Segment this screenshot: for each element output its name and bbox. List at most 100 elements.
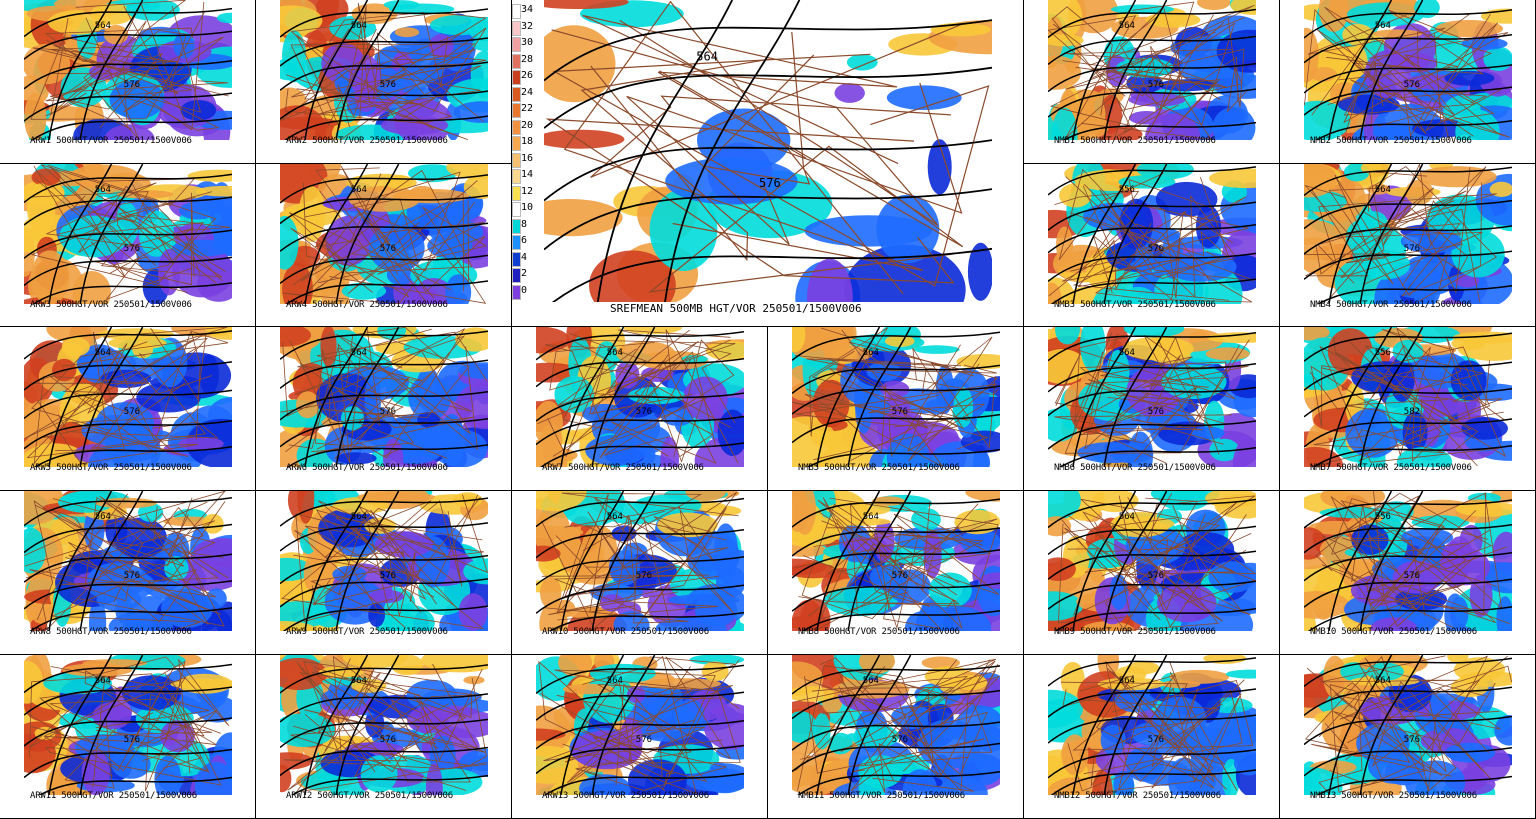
member-panel[interactable]: 564 576 ARW8 500HGT/VOR 250501/1500V006 — [0, 491, 256, 655]
vorticity-shade — [713, 523, 738, 575]
member-panel-caption: NMB5 500HGT/VOR 250501/1500V006 — [798, 463, 960, 473]
vorticity-shade — [187, 169, 232, 182]
vorticity-shade — [544, 199, 623, 237]
member-panel[interactable]: 564 576 ARW1 500HGT/VOR 250501/1500V006 — [0, 0, 256, 164]
vorticity-shade — [111, 750, 151, 779]
vorticity-shade — [1366, 662, 1404, 681]
vorticity-shade — [1309, 67, 1338, 82]
member-panel[interactable]: 564 576 ARW9 500HGT/VOR 250501/1500V006 — [256, 491, 512, 655]
vorticity-shade — [1445, 742, 1496, 763]
vorticity-shade — [927, 139, 952, 195]
vorticity-shade — [1205, 347, 1250, 361]
contour-label: 576 — [892, 735, 908, 745]
height-contours — [1304, 327, 1512, 467]
member-map: 564 576 — [1048, 491, 1256, 631]
contour-label: 556 — [1375, 348, 1391, 358]
vorticity-shade — [834, 83, 865, 103]
vorticity-shade — [1197, 0, 1231, 10]
vorticity-shade — [1122, 336, 1194, 361]
vorticity-shade — [1175, 532, 1235, 567]
vorticity-shade — [388, 3, 455, 15]
vorticity-shade — [792, 711, 818, 743]
member-map: 564 576 — [280, 491, 488, 631]
member-panel[interactable]: 564 576 NMB13 500HGT/VOR 250501/1500V006 — [1280, 655, 1536, 819]
member-panel[interactable]: 564 576 ARW5 500HGT/VOR 250501/1500V006 — [0, 327, 256, 491]
legend-label: 26 — [521, 70, 534, 81]
member-panel[interactable]: 564 576 ARW10 500HGT/VOR 250501/1500V006 — [512, 491, 768, 655]
vorticity-shade — [1165, 251, 1237, 282]
legend-label: 34 — [521, 4, 534, 15]
vorticity-shade — [463, 175, 488, 199]
member-panel[interactable]: 564 576 NMB1 500HGT/VOR 250501/1500V006 — [1024, 0, 1280, 164]
member-panel[interactable]: 564 576 ARW7 500HGT/VOR 250501/1500V006 — [512, 327, 768, 491]
main-mean-panel[interactable]: 34 32 30 28 26 24 22 20 18 16 14 12 10 8 6 4 2 0 564 576 S… — [512, 0, 1024, 327]
height-contours — [1304, 164, 1512, 304]
vorticity-shade — [216, 12, 232, 24]
member-panel-caption: ARW12 500HGT/VOR 250501/1500V006 — [286, 791, 453, 801]
vorticity-shade — [1457, 336, 1512, 361]
vorticity-shade — [1209, 438, 1240, 462]
member-panel[interactable]: 564 576 ARW12 500HGT/VOR 250501/1500V006 — [256, 655, 512, 819]
contour-label: 576 — [1148, 407, 1164, 417]
member-panel[interactable]: 564 576 NMB12 500HGT/VOR 250501/1500V006 — [1024, 655, 1280, 819]
contour-label: 564 — [1119, 512, 1135, 522]
legend-swatch — [512, 268, 521, 283]
vorticity-shade — [408, 164, 458, 183]
vorticity-shade — [109, 79, 165, 120]
member-panel[interactable]: 564 576 NMB5 500HGT/VOR 250501/1500V006 — [768, 327, 1024, 491]
vorticity-shade — [179, 201, 217, 220]
vorticity-shade — [320, 327, 337, 367]
legend-label: 32 — [521, 20, 534, 32]
vorticity-shade — [914, 345, 960, 354]
vorticity-shade — [812, 379, 850, 428]
member-panel[interactable]: 564 576 ARW4 500HGT/VOR 250501/1500V006 — [256, 164, 512, 327]
vorticity-shade — [1304, 327, 1330, 341]
vorticity-shade — [380, 115, 449, 136]
member-panel[interactable]: 556 576 NMB3 500HGT/VOR 250501/1500V006 — [1024, 164, 1280, 327]
member-panel[interactable]: 556 576 NMB10 500HGT/VOR 250501/1500V006 — [1280, 491, 1536, 655]
vorticity-shade — [458, 593, 488, 631]
member-panel[interactable]: 564 576 NMB9 500HGT/VOR 250501/1500V006 — [1024, 491, 1280, 655]
vorticity-shade — [1455, 274, 1480, 288]
member-map: 564 576 — [1048, 655, 1256, 795]
contour-label: 564 — [95, 21, 111, 31]
contour-label: 564 — [95, 185, 111, 195]
contour-label: 576 — [380, 571, 396, 581]
member-panel[interactable]: 564 576 NMB2 500HGT/VOR 250501/1500V006 — [1280, 0, 1536, 164]
vorticity-shade — [463, 676, 485, 685]
member-panel[interactable]: 564 576 ARW3 500HGT/VOR 250501/1500V006 — [0, 164, 256, 327]
contour-label: 576 — [380, 407, 396, 417]
height-contours — [24, 164, 232, 304]
vorticity-shade — [665, 157, 798, 205]
vorticity-shade — [1212, 106, 1256, 140]
height-contours — [24, 491, 232, 631]
vorticity-shade — [427, 233, 473, 259]
member-panel[interactable]: 564 576 ARW11 500HGT/VOR 250501/1500V006 — [0, 655, 256, 819]
legend-label: 6 — [521, 235, 528, 246]
legend-swatch — [512, 218, 521, 234]
member-map: 564 576 — [280, 327, 488, 467]
member-panel[interactable]: 564 576 NMB6 500HGT/VOR 250501/1500V006 — [1024, 327, 1280, 491]
member-panel[interactable]: 564 576 ARW13 500HGT/VOR 250501/1500V006 — [512, 655, 768, 819]
member-panel[interactable]: 556 582 NMB7 500HGT/VOR 250501/1500V006 — [1280, 327, 1536, 491]
height-contours — [1048, 0, 1256, 140]
height-contours — [280, 0, 488, 140]
vorticity-shade — [1056, 226, 1073, 264]
member-panel-caption: ARW1 500HGT/VOR 250501/1500V006 — [30, 136, 192, 146]
member-panel[interactable]: 564 576 ARW2 500HGT/VOR 250501/1500V006 — [256, 0, 512, 164]
vorticity-shade — [1400, 229, 1462, 254]
member-map: 564 576 — [24, 655, 232, 795]
legend-label: 0 — [521, 284, 528, 296]
vorticity-shade — [792, 543, 827, 557]
member-panel[interactable]: 564 576 NMB8 500HGT/VOR 250501/1500V006 — [768, 491, 1024, 655]
member-panel[interactable]: 564 576 NMB4 500HGT/VOR 250501/1500V006 — [1280, 164, 1536, 327]
legend-swatch — [512, 20, 521, 36]
vorticity-shade — [709, 762, 728, 778]
vorticity-shade — [967, 242, 992, 301]
member-panel[interactable]: 564 576 NMB11 500HGT/VOR 250501/1500V006 — [768, 655, 1024, 819]
vorticity-shade — [536, 525, 584, 539]
member-panel[interactable]: 564 576 ARW6 500HGT/VOR 250501/1500V006 — [256, 327, 512, 491]
vorticity-shade — [1232, 438, 1256, 467]
contour-label: 576 — [1148, 735, 1164, 745]
contour-label: 564 — [607, 676, 623, 686]
